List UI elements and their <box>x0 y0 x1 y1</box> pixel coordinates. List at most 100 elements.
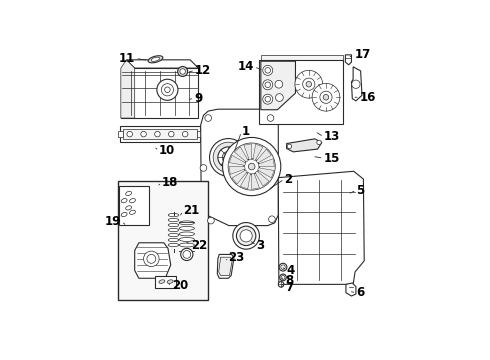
Circle shape <box>228 143 275 190</box>
Polygon shape <box>244 144 252 160</box>
Ellipse shape <box>159 280 165 283</box>
Ellipse shape <box>168 228 179 232</box>
Circle shape <box>312 84 340 111</box>
Circle shape <box>210 139 247 176</box>
Circle shape <box>222 138 281 196</box>
Circle shape <box>218 147 239 168</box>
Circle shape <box>169 131 174 137</box>
Circle shape <box>161 84 173 96</box>
Polygon shape <box>240 172 250 189</box>
Circle shape <box>144 251 159 267</box>
Circle shape <box>233 222 259 249</box>
Text: 7: 7 <box>285 281 293 294</box>
Text: 3: 3 <box>257 239 265 252</box>
Text: 9: 9 <box>195 91 202 105</box>
Circle shape <box>237 226 256 246</box>
Ellipse shape <box>179 243 195 247</box>
Polygon shape <box>120 126 200 141</box>
Polygon shape <box>351 67 362 101</box>
Circle shape <box>323 94 329 100</box>
Circle shape <box>317 140 321 145</box>
Circle shape <box>281 275 285 279</box>
Text: 19: 19 <box>105 215 122 228</box>
Polygon shape <box>121 68 198 118</box>
Circle shape <box>127 131 132 137</box>
Circle shape <box>200 165 207 171</box>
Circle shape <box>141 131 147 137</box>
Polygon shape <box>229 167 245 174</box>
Ellipse shape <box>129 199 135 203</box>
Circle shape <box>263 66 273 75</box>
Circle shape <box>275 80 283 88</box>
Polygon shape <box>256 149 271 163</box>
Polygon shape <box>121 60 135 118</box>
Circle shape <box>213 142 244 173</box>
Ellipse shape <box>148 56 163 63</box>
Circle shape <box>263 94 273 104</box>
Circle shape <box>157 79 178 100</box>
Text: 13: 13 <box>324 130 340 143</box>
Ellipse shape <box>179 226 195 230</box>
Circle shape <box>244 159 259 174</box>
Text: 2: 2 <box>284 172 293 185</box>
Circle shape <box>279 263 287 271</box>
Text: 8: 8 <box>285 274 293 287</box>
Ellipse shape <box>168 219 179 222</box>
Circle shape <box>165 87 170 93</box>
Circle shape <box>287 144 292 149</box>
Text: 22: 22 <box>191 239 207 252</box>
Text: 16: 16 <box>360 91 376 104</box>
Ellipse shape <box>168 213 179 217</box>
Circle shape <box>182 131 188 137</box>
Ellipse shape <box>125 192 131 195</box>
Polygon shape <box>346 283 356 296</box>
Polygon shape <box>126 60 198 68</box>
Bar <box>118 181 208 301</box>
Text: 1: 1 <box>242 125 249 138</box>
Ellipse shape <box>179 232 195 236</box>
Circle shape <box>265 68 270 73</box>
Polygon shape <box>201 109 278 226</box>
Circle shape <box>263 80 273 90</box>
Circle shape <box>183 251 191 258</box>
Polygon shape <box>135 243 171 278</box>
Circle shape <box>240 230 252 242</box>
Text: 17: 17 <box>354 48 370 61</box>
Circle shape <box>181 248 193 261</box>
Circle shape <box>248 163 255 170</box>
Polygon shape <box>234 147 248 162</box>
Text: 6: 6 <box>356 286 365 299</box>
Bar <box>120 186 149 225</box>
Circle shape <box>267 115 274 121</box>
Text: 15: 15 <box>324 152 340 165</box>
Polygon shape <box>252 173 259 189</box>
Text: 20: 20 <box>172 279 188 292</box>
Ellipse shape <box>167 280 173 283</box>
Circle shape <box>208 217 214 224</box>
Polygon shape <box>278 171 364 284</box>
Ellipse shape <box>179 238 195 242</box>
Circle shape <box>265 82 270 87</box>
Polygon shape <box>259 60 343 123</box>
Ellipse shape <box>168 243 179 247</box>
Polygon shape <box>261 55 343 60</box>
Polygon shape <box>287 139 322 152</box>
Polygon shape <box>217 255 234 278</box>
Polygon shape <box>258 159 274 167</box>
Circle shape <box>222 151 235 163</box>
Text: 21: 21 <box>183 204 199 217</box>
Circle shape <box>280 274 286 281</box>
Ellipse shape <box>121 199 127 203</box>
Text: 12: 12 <box>195 64 211 77</box>
Circle shape <box>178 67 188 76</box>
Text: 18: 18 <box>162 176 178 189</box>
Circle shape <box>155 131 160 137</box>
Text: 5: 5 <box>356 184 365 197</box>
Circle shape <box>320 91 332 103</box>
Circle shape <box>306 81 312 87</box>
Polygon shape <box>258 168 274 178</box>
Text: 10: 10 <box>159 144 175 157</box>
Polygon shape <box>197 131 202 138</box>
Circle shape <box>265 96 270 102</box>
Circle shape <box>275 94 283 102</box>
